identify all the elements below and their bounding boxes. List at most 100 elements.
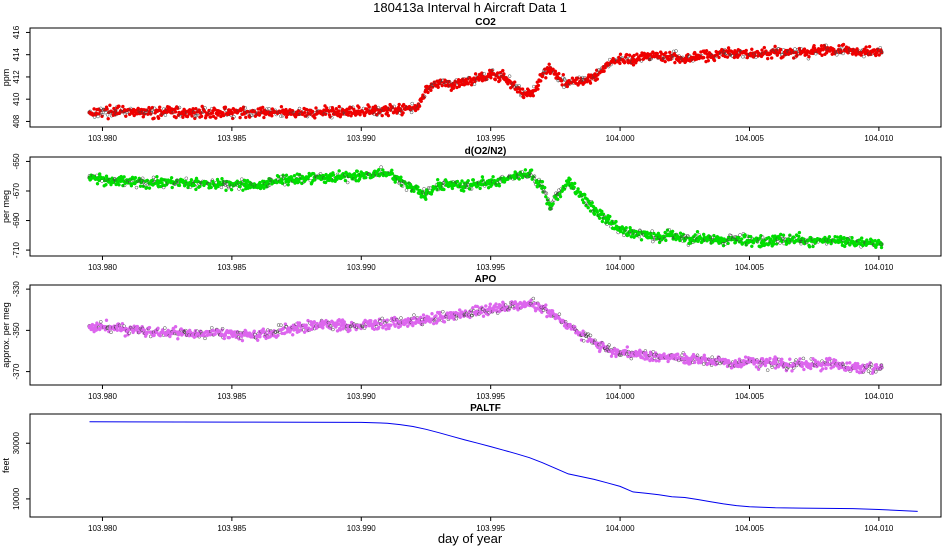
x-tick-label: 103.985	[217, 392, 246, 401]
scatter-point	[602, 69, 606, 73]
scatter-point	[384, 327, 388, 331]
scatter-point	[661, 56, 666, 60]
scatter-point	[112, 327, 117, 332]
scatter-point	[209, 185, 213, 190]
scatter-point	[536, 87, 540, 91]
x-tick-label: 103.995	[476, 392, 505, 401]
y-tick-label: -690	[12, 212, 21, 229]
scatter-point	[177, 183, 182, 188]
scatter-point	[864, 45, 868, 49]
scatter-point	[150, 178, 155, 183]
x-tick-label: 103.980	[88, 134, 117, 143]
scatter-point	[169, 176, 174, 180]
scatter-point	[651, 51, 656, 55]
scatter-point	[262, 115, 266, 120]
scatter-point	[113, 108, 118, 113]
scatter-point	[267, 106, 271, 111]
scatter-point	[155, 174, 159, 179]
x-tick-label: 103.980	[88, 392, 117, 401]
scatter-point	[422, 94, 427, 99]
scatter-point	[628, 354, 633, 359]
scatter-point	[390, 168, 394, 173]
scatter-point	[95, 173, 99, 178]
scatter-point	[744, 48, 748, 53]
scatter-point	[805, 52, 809, 57]
scatter-point	[859, 236, 864, 240]
scatter-point	[438, 310, 442, 315]
scatter-point	[639, 238, 644, 242]
scatter-point	[538, 79, 543, 83]
scatter-point	[495, 71, 500, 75]
scatter-point	[376, 105, 380, 110]
scatter-point	[100, 112, 105, 117]
scatter-point	[375, 113, 379, 117]
panel-4: PALTF feet 103.980 103.985 103.990 103.995 104…	[1, 403, 942, 533]
y-tick-label: -350	[12, 322, 21, 339]
scatter-point	[176, 337, 180, 341]
plot-frame	[29, 413, 942, 518]
scatter-point	[737, 53, 742, 57]
scatter-point	[845, 361, 849, 365]
scatter-point	[106, 116, 110, 121]
scatter-point	[304, 323, 309, 327]
scatter-points	[87, 165, 884, 250]
scatter-point	[297, 321, 302, 325]
scatter-point	[385, 318, 390, 322]
scatter-point	[238, 184, 242, 189]
scatter-point	[482, 71, 486, 76]
scatter-point	[242, 178, 247, 183]
scatter-point	[321, 326, 325, 330]
scatter-point	[297, 179, 301, 184]
scatter-point	[466, 179, 470, 183]
scatter-point	[450, 186, 455, 191]
scatter-point	[234, 333, 239, 338]
scatter-point	[264, 107, 269, 111]
scatter-point	[540, 74, 545, 79]
scatter-point	[517, 84, 521, 88]
scatter-point	[399, 175, 403, 179]
scatter-point	[741, 241, 745, 245]
scatter-point	[328, 115, 332, 119]
scatter-point	[305, 114, 310, 119]
scatter-point	[631, 63, 636, 67]
scatter-point	[878, 240, 883, 245]
scatter-point	[380, 113, 384, 118]
scatter-point	[608, 214, 612, 219]
scatter-point	[570, 76, 575, 80]
scatter-point	[108, 103, 112, 108]
scatter-point	[455, 179, 460, 184]
scatter-point	[778, 232, 783, 237]
scatter-point	[572, 185, 576, 189]
scatter-point	[447, 184, 451, 188]
scatter-point	[385, 110, 390, 115]
scatter-point	[276, 333, 280, 338]
scatter-point	[401, 111, 405, 115]
scatter-point	[865, 48, 870, 53]
scatter-point	[466, 82, 470, 86]
scatter-point	[760, 48, 764, 52]
scatter-point	[345, 180, 350, 185]
scatter-point	[364, 324, 368, 329]
scatter-point	[190, 114, 194, 118]
scatter-point	[152, 116, 156, 121]
panel-title: d(O2/N2)	[465, 146, 507, 157]
scatter-point	[877, 53, 881, 57]
scatter-point	[674, 49, 678, 53]
scatter-point	[655, 51, 660, 56]
scatter-point	[678, 60, 682, 64]
scatter-point	[416, 185, 420, 189]
x-tick-label: 104.005	[735, 134, 764, 143]
scatter-point	[255, 338, 260, 343]
x-tick-label: 104.010	[864, 263, 893, 272]
panel-1: CO2 ppm 103.980 103.985 103.990 103.995 104.00…	[1, 17, 942, 143]
panel-title: PALTF	[470, 403, 501, 414]
scatter-point	[600, 209, 604, 214]
scatter-point	[668, 50, 672, 55]
y-axis-label: approx. per meg	[1, 302, 11, 368]
scatter-point	[704, 49, 709, 53]
x-tick-label: 104.010	[864, 392, 893, 401]
scatter-point	[874, 362, 879, 367]
scatter-point	[692, 360, 697, 365]
scatter-point	[386, 113, 391, 118]
scatter-point	[528, 93, 533, 98]
